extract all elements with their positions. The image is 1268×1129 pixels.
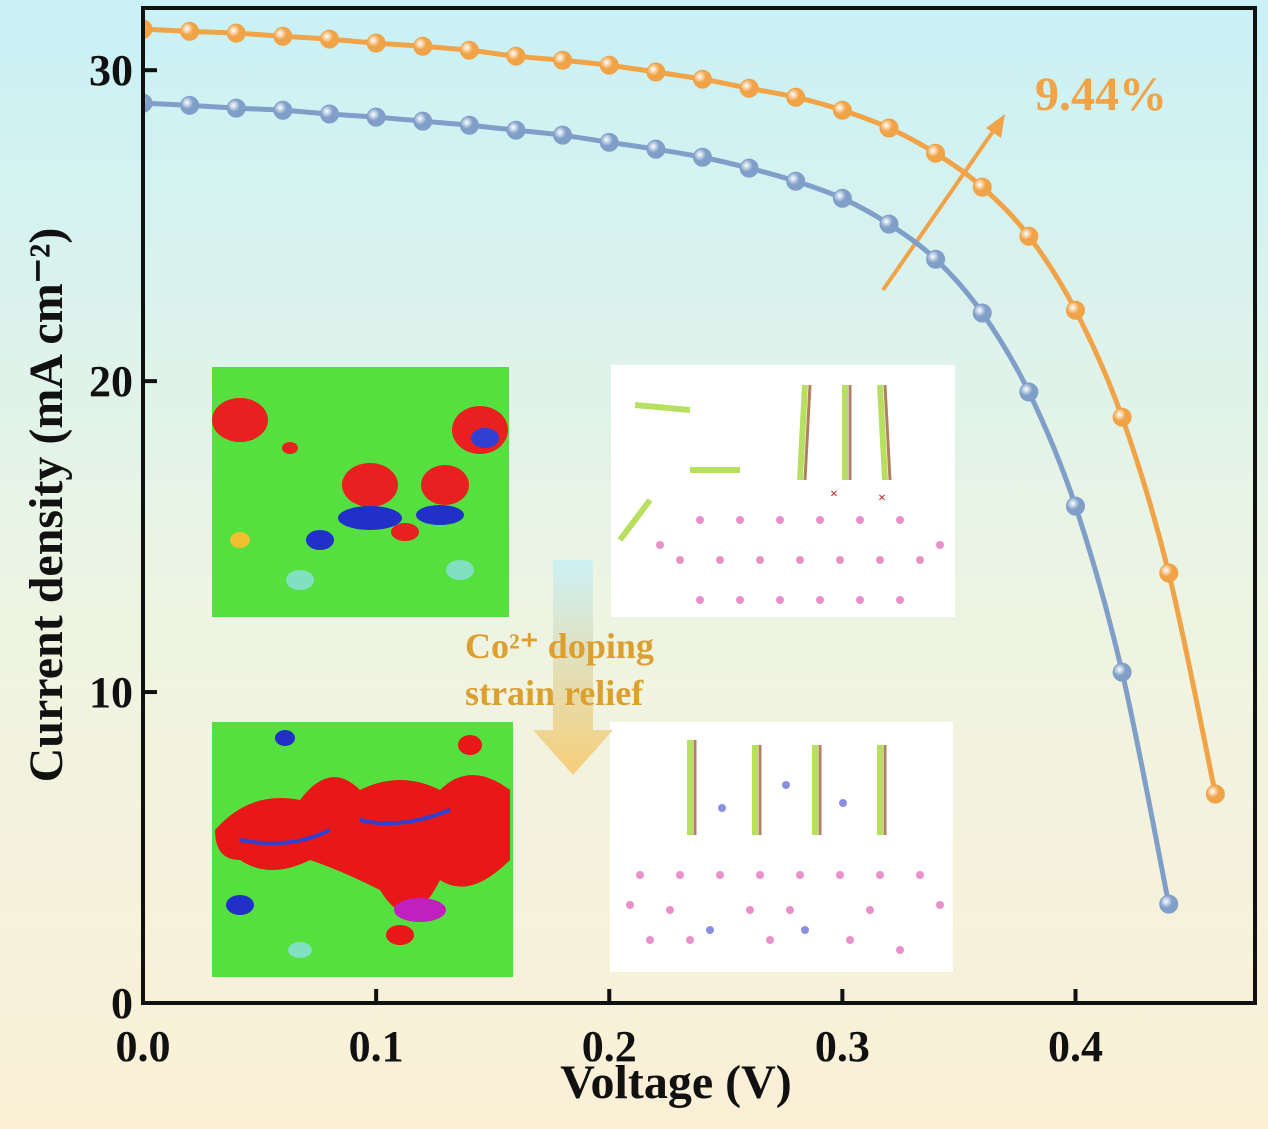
y-tick-label: 20 [89,357,133,406]
data-point [1159,563,1179,583]
data-point [692,69,712,89]
inset-lattice-top: × × [611,365,955,617]
x-tick-label: 0.1 [349,1022,404,1071]
data-point [1112,407,1132,427]
annotation: strain relief [465,673,644,713]
data-point [226,98,246,118]
plot-frame [141,6,1257,1005]
data-point [1159,894,1179,914]
cross-mark: × [830,487,838,502]
process-arrow [533,560,613,775]
data-point [879,214,899,234]
annotation: Co²⁺ doping [465,626,654,666]
data-point [459,40,479,60]
data-point [926,143,946,163]
data-point [1065,496,1085,516]
data-point [786,87,806,107]
data-point [506,46,526,66]
x-tick-label: 0.0 [116,1022,171,1071]
inset-lattice-bottom [610,722,953,972]
data-point [879,118,899,138]
data-point [1019,226,1039,246]
data-point [553,125,573,145]
trend-arrow [881,125,998,292]
data-point [143,19,153,39]
data-point [273,100,293,120]
cross-mark: × [878,491,886,506]
data-point [832,188,852,208]
data-point [1205,784,1225,804]
data-point [143,93,153,113]
data-point [553,50,573,70]
data-point [832,100,852,120]
y-tick-label: 30 [89,46,133,95]
data-point [1112,662,1132,682]
data-point [366,33,386,53]
data-point [599,55,619,75]
data-point [646,62,666,82]
x-tick-label: 0.3 [815,1022,870,1071]
data-point [180,21,200,41]
annotation: 9.44% [1035,68,1167,121]
data-point [273,26,293,46]
x-tick-label: 0.2 [582,1022,637,1071]
y-tick-label: 0 [111,979,133,1028]
data-point [739,78,759,98]
data-point [599,132,619,152]
data-point [972,177,992,197]
inset-field-map-top [212,367,509,617]
data-point [319,104,339,124]
plot-area [143,19,1225,914]
y-axis-label: Current density (mA cm⁻²) [20,228,73,783]
data-point [786,171,806,191]
data-point [180,95,200,115]
trend-arrow-head [986,114,1005,138]
x-tick-label: 0.4 [1048,1022,1103,1071]
data-point [319,29,339,49]
data-point [413,111,433,131]
y-tick-label: 10 [89,668,133,717]
data-point [366,107,386,127]
data-point [506,120,526,140]
data-point [1065,300,1085,320]
data-point [646,139,666,159]
data-point [692,147,712,167]
data-point [972,303,992,323]
data-point [739,158,759,178]
data-point [413,36,433,56]
data-point [226,23,246,43]
inset-field-map-bottom [212,722,513,977]
data-point [459,115,479,135]
data-point [1019,382,1039,402]
data-point [926,249,946,269]
x-axis-label: Voltage (V) [560,1056,792,1109]
